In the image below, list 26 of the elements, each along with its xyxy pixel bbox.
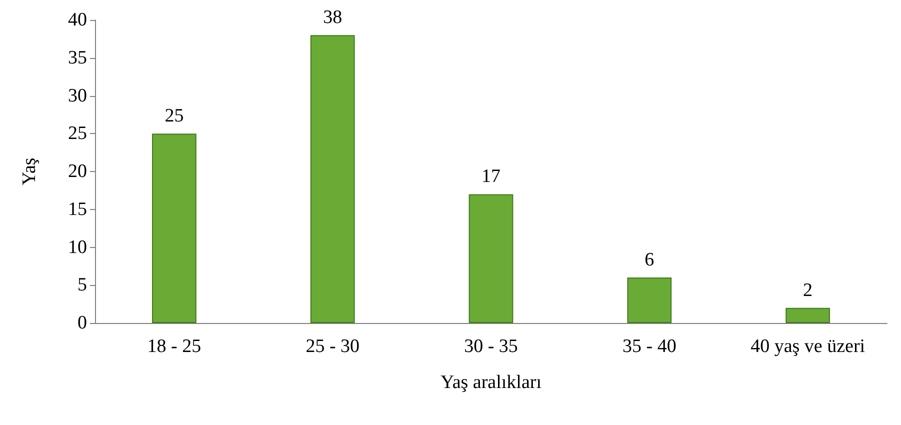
data-label: 25 bbox=[164, 106, 184, 127]
x-tick-label: 30 - 35 bbox=[464, 336, 518, 357]
y-axis-title: Yaş bbox=[19, 158, 40, 186]
y-tick-label: 25 bbox=[68, 123, 87, 144]
data-label: 2 bbox=[803, 280, 813, 301]
y-tick-label: 10 bbox=[68, 236, 87, 258]
y-tick-label: 5 bbox=[78, 274, 87, 296]
x-tick-label: 35 - 40 bbox=[622, 336, 676, 357]
data-label: 17 bbox=[482, 166, 500, 188]
x-tick-label: 18 - 25 bbox=[147, 336, 202, 357]
y-tick-label: 20 bbox=[68, 161, 87, 182]
bar bbox=[152, 134, 196, 323]
y-tick-label: 40 bbox=[68, 10, 87, 30]
bar bbox=[310, 35, 355, 323]
y-tick-label: 0 bbox=[78, 312, 87, 334]
y-tick-label: 30 bbox=[68, 85, 87, 106]
data-label: 6 bbox=[644, 250, 654, 271]
bar bbox=[468, 194, 514, 323]
data-label: 38 bbox=[323, 7, 342, 28]
bar bbox=[786, 308, 830, 323]
x-axis-title: Yaş aralıkları bbox=[440, 372, 542, 393]
y-tick-label: 15 bbox=[68, 198, 87, 220]
x-tick-label: 40 yaş ve üzeri bbox=[750, 336, 866, 357]
bar bbox=[627, 278, 672, 323]
y-tick-label: 35 bbox=[68, 47, 87, 68]
x-tick-label: 25 - 30 bbox=[306, 336, 360, 357]
